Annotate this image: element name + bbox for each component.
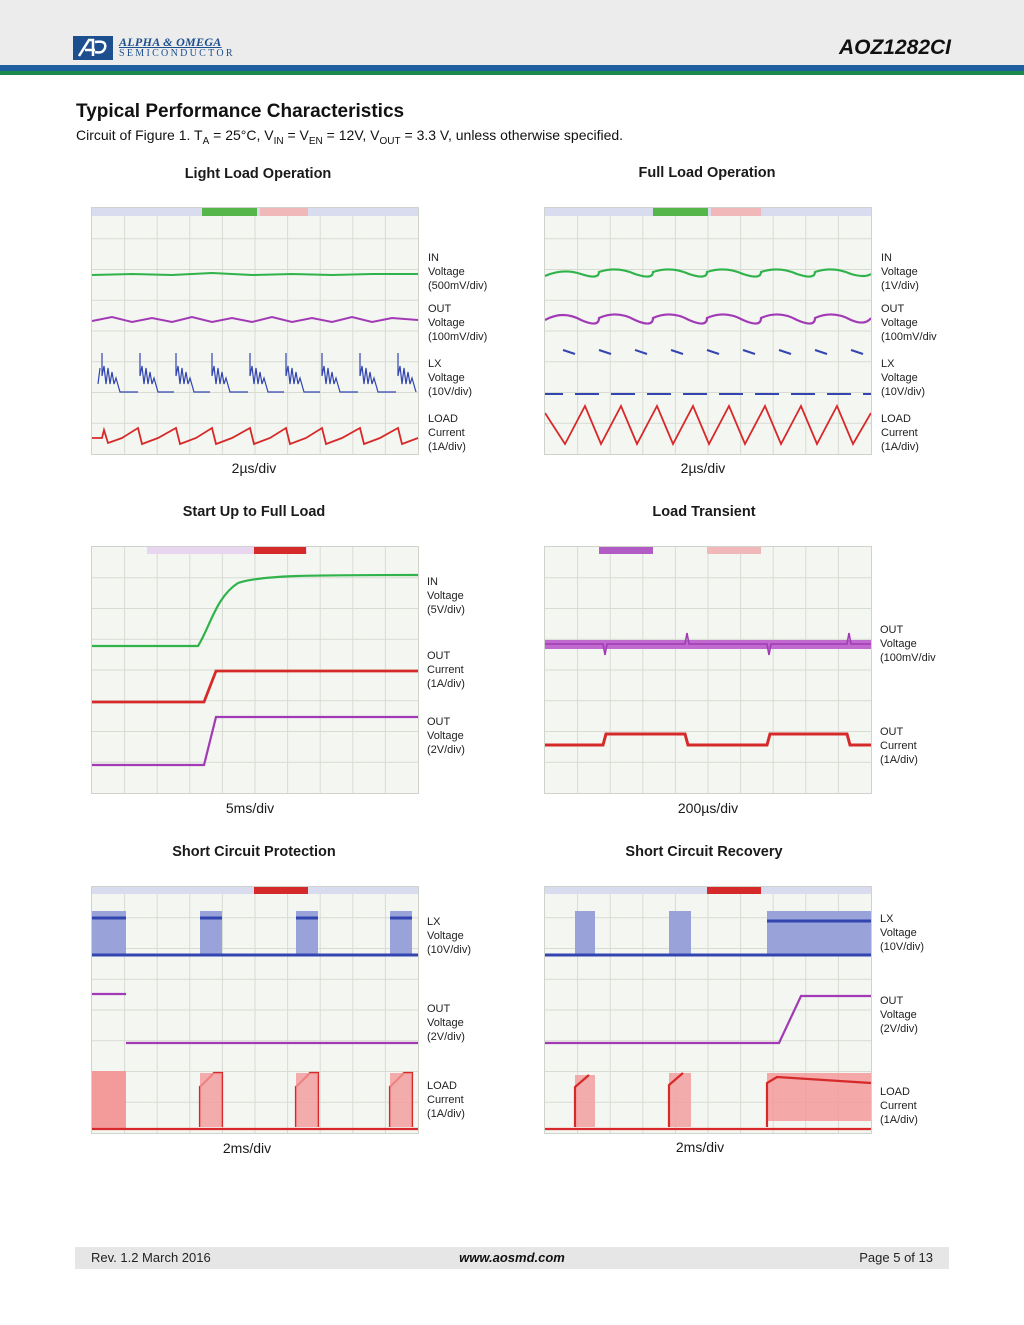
scope-full-load [544,207,872,455]
channel-label: OUT Current (1A/div) [427,650,465,690]
scope-screen [92,547,418,793]
header-rule-green [0,71,1024,75]
trace-out-current [545,732,871,747]
timebase-label: 2µs/div [680,460,726,476]
trace-in-voltage [545,268,871,278]
scope-short-circuit-recovery [544,886,872,1134]
channel-label: LOAD Current (1A/div) [881,413,919,453]
section-title: Typical Performance Characteristics [76,101,405,122]
trace-in-voltage [92,573,418,648]
plot-title-load-transient: Load Transient [652,504,756,520]
timebase-label: 2ms/div [675,1139,725,1155]
channel-label: IN Voltage (500mV/div) [428,252,488,292]
company-subtitle: SEMICONDUCTOR [119,48,235,59]
company-name: ALPHA & OMEGA [119,35,222,49]
timebase-label: 5ms/div [225,800,275,816]
website-link[interactable]: www.aosmd.com [459,1250,565,1265]
trace-out-voltage [545,313,871,325]
plot-title-start-up: Start Up to Full Load [182,504,326,520]
plot-title-light-load: Light Load Operation [184,166,332,182]
trace-lx-voltage [545,919,871,957]
channel-label: OUT Voltage (100mV/div) [428,303,488,343]
scope-load-transient [544,546,872,794]
channel-label: OUT Voltage (100mV/div [880,624,936,664]
channel-label: LX Voltage (10V/div) [880,913,925,953]
trace-out-voltage [92,315,418,324]
channel-label: OUT Current (1A/div) [880,726,918,766]
plot-title-short-circuit-recovery: Short Circuit Recovery [625,844,783,860]
trace-out-voltage [92,992,418,1045]
trace-in-voltage [92,271,418,277]
trace-lx-voltage [92,916,418,957]
channel-label: LX Voltage (10V/div) [428,358,473,398]
timebase-label: 2ms/div [222,1140,272,1156]
page-footer: Rev. 1.2 March 2016 www.aosmd.com Page 5… [75,1247,949,1269]
plot-title-short-circuit-protection: Short Circuit Protection [172,844,336,860]
part-number: AOZ1282CI [838,36,951,59]
scope-screen [545,547,871,793]
trace-lx-voltage [97,353,417,393]
trace-out-current [92,669,418,704]
channel-label: OUT Voltage (2V/div) [880,995,918,1035]
revision-info: Rev. 1.2 March 2016 [91,1250,211,1265]
test-conditions: Circuit of Figure 1. TA = 25°C, VIN = VE… [76,127,624,147]
trace-load-current [92,426,418,446]
timebase-label: 2µs/div [231,460,277,476]
ao-logo-icon [73,36,113,60]
channel-label: LOAD Current (1A/div) [428,413,466,453]
scope-start-up [91,546,419,794]
channel-label: IN Voltage (1V/div) [881,252,919,292]
timebase-label: 200µs/div [677,800,739,816]
scope-screen [545,208,871,454]
trace-load-current [545,403,871,447]
channel-label: OUT Voltage (2V/div) [427,1003,465,1043]
trace-out-voltage [545,994,871,1045]
scope-screen [92,887,418,1133]
channel-label: LOAD Current (1A/div) [880,1086,918,1126]
channel-label: LX Voltage (10V/div) [427,916,472,956]
channel-label: OUT Voltage (2V/div) [427,716,465,756]
trace-lx-voltage [545,349,871,395]
page-number: Page 5 of 13 [859,1250,933,1265]
scope-light-load [91,207,419,455]
plot-title-full-load: Full Load Operation [638,165,776,181]
channel-label: LOAD Current (1A/div) [427,1080,465,1120]
header-rule-blue [0,65,1024,71]
scope-screen [545,887,871,1133]
trace-load-current [545,1072,871,1131]
channel-label: IN Voltage (5V/div) [427,576,465,616]
channel-label: LX Voltage (10V/div) [881,358,926,398]
channel-label: OUT Voltage (100mV/div [881,303,937,343]
trace-out-voltage [92,715,418,767]
scope-short-circuit-protection [91,886,419,1134]
scope-screen [92,208,418,454]
page-header [0,0,1024,66]
